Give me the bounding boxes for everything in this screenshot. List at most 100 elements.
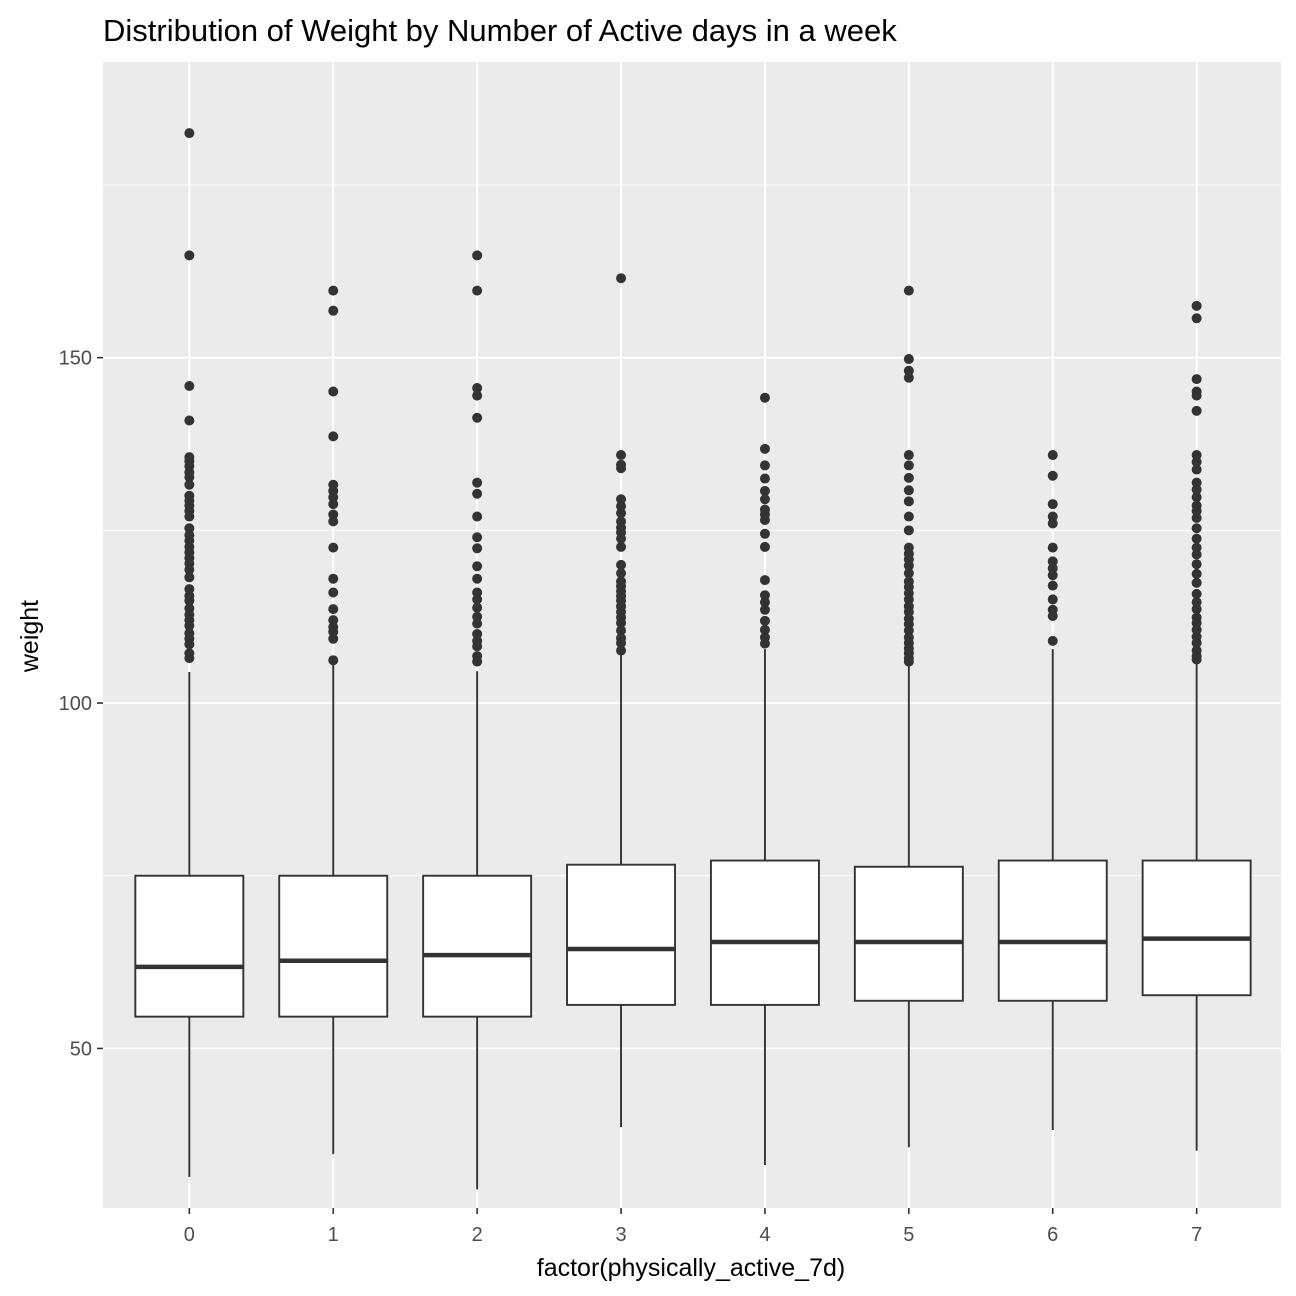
outlier-point [903, 365, 914, 376]
outlier-point [328, 604, 339, 615]
outlier-point [616, 501, 627, 512]
outlier-point [328, 431, 339, 442]
outlier-point [472, 390, 483, 401]
boxes [134, 128, 1252, 1190]
outlier-point [759, 514, 770, 525]
outlier-point [1047, 635, 1058, 646]
outlier-point [1047, 570, 1058, 581]
outlier-point [903, 525, 914, 536]
outlier-point [328, 305, 339, 316]
outlier-point [1047, 518, 1058, 529]
outlier-point [1191, 577, 1202, 588]
x-tick-label: 4 [759, 1224, 770, 1246]
outlier-point [616, 625, 627, 636]
y-axis-title: weight [16, 600, 44, 673]
box-iqr [278, 874, 389, 1018]
outlier-point [472, 587, 483, 598]
outlier-point [328, 492, 339, 503]
outlier-point [1191, 624, 1202, 635]
outlier-point [903, 472, 914, 483]
outlier-point [759, 443, 770, 454]
outlier-point [184, 564, 195, 575]
outlier-point [472, 602, 483, 613]
outlier-point [1047, 580, 1058, 591]
x-tick-label: 1 [328, 1224, 339, 1246]
outlier-point [903, 354, 914, 365]
outlier-point [903, 285, 914, 296]
outlier-point [759, 624, 770, 635]
outlier-point [472, 532, 483, 543]
outlier-point [1191, 512, 1202, 523]
chart-title: Distribution of Weight by Number of Acti… [103, 13, 897, 48]
outlier-point [184, 639, 195, 650]
outlier-point [328, 542, 339, 553]
outlier-point [472, 618, 483, 629]
outlier-point [1047, 470, 1058, 481]
outlier-point [184, 415, 195, 426]
outlier-point [472, 628, 483, 639]
outlier-point [759, 575, 770, 586]
outlier-point [759, 615, 770, 626]
outlier-point [616, 617, 627, 628]
outlier-point [472, 511, 483, 522]
plot-panel [103, 62, 1281, 1208]
outlier-point [472, 573, 483, 584]
outlier-point [328, 655, 339, 666]
box-1 [278, 285, 389, 1155]
outlier-point [759, 392, 770, 403]
y-tick-label: 100 [59, 693, 92, 715]
outlier-point [903, 485, 914, 496]
y-tick-label: 150 [59, 348, 92, 370]
outlier-point [759, 494, 770, 505]
box-iqr [566, 863, 676, 1006]
box-iqr [422, 874, 533, 1018]
outlier-point [1191, 506, 1202, 517]
outlier-point [616, 463, 627, 474]
outlier-point [184, 250, 195, 261]
outlier-point [759, 460, 770, 471]
outlier-point [1191, 604, 1202, 615]
box-5 [853, 285, 964, 1148]
box-4 [709, 392, 820, 1166]
outlier-point [472, 285, 483, 296]
outlier-point [1191, 523, 1202, 534]
outlier-point [903, 511, 914, 522]
box-3 [566, 273, 676, 1128]
outlier-point [616, 273, 627, 284]
outlier-point [1191, 464, 1202, 475]
outlier-point [903, 496, 914, 507]
outlier-point [1191, 617, 1202, 628]
outlier-point [184, 511, 195, 522]
outlier-point [616, 645, 627, 656]
outlier-point [1191, 390, 1202, 401]
x-tick-label: 5 [903, 1224, 914, 1246]
outlier-point [903, 450, 914, 461]
y-tick-label: 50 [70, 1038, 92, 1060]
y-axis: 50 100 150 [59, 348, 103, 1060]
outlier-point [328, 499, 339, 510]
outlier-point [328, 516, 339, 527]
outlier-point [1047, 594, 1058, 605]
outlier-point [903, 606, 914, 617]
x-tick-label: 7 [1191, 1224, 1202, 1246]
outlier-point [184, 472, 195, 483]
box-iqr [853, 865, 964, 1002]
outlier-point [759, 604, 770, 615]
outlier-point [903, 372, 914, 383]
outlier-point [184, 128, 195, 139]
outlier-point [759, 528, 770, 539]
outlier-point [1191, 300, 1202, 311]
outlier-point [1191, 549, 1202, 560]
box-iqr [709, 859, 820, 1006]
box-iqr [1141, 859, 1252, 997]
outlier-point [616, 494, 627, 505]
outlier-point [759, 597, 770, 608]
outlier-point [184, 595, 195, 606]
outlier-point [903, 656, 914, 667]
outlier-point [472, 656, 483, 667]
outlier-point [1191, 637, 1202, 648]
outlier-point [184, 653, 195, 664]
outlier-point [328, 615, 339, 626]
outlier-point [1047, 511, 1058, 522]
